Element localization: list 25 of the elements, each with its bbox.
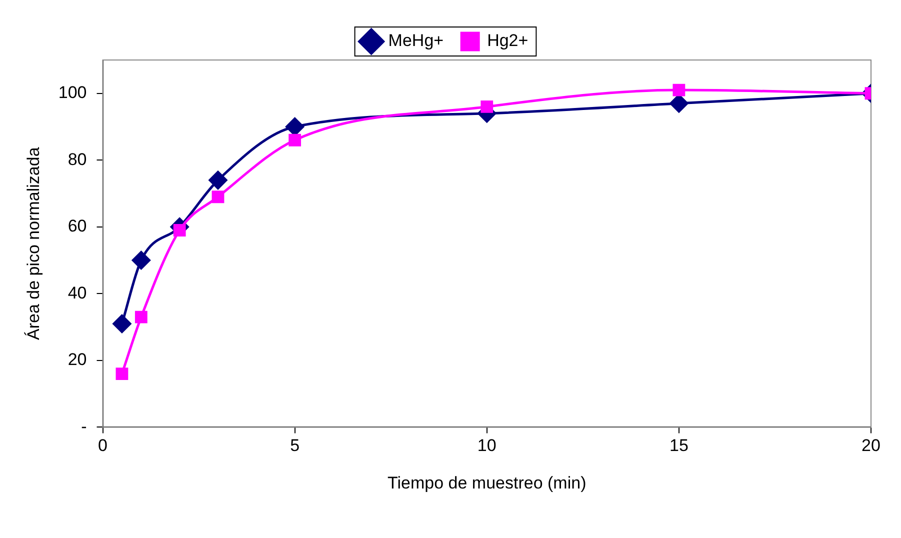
x-tick-label: 0 [98,436,108,456]
point [212,190,224,204]
y-tick-label: 100 [58,83,87,102]
legend-label: Hg2+ [487,31,528,50]
point [132,251,150,270]
y-tick-label: 20 [68,350,87,370]
point [134,310,148,324]
y-tick-label: 80 [68,150,87,169]
point [116,368,128,380]
x-axis-title: Tiempo de muestreo (min) [388,473,586,492]
legend-label: MeHg+ [388,31,444,50]
x-tick-label: 20 [862,436,880,456]
point [112,314,132,333]
point [288,134,302,146]
y-axis-title: Área de pico normalizada [24,146,43,340]
y-tick-label: 60 [68,216,87,236]
x-tick-label: 10 [477,436,496,456]
point [672,84,686,96]
point [670,94,688,113]
point [208,170,228,190]
y-tick-label: 40 [68,283,87,302]
point [480,100,494,113]
x-tick-label: 5 [290,436,300,456]
y-tick-label: - [81,416,87,436]
x-tick-label: 15 [669,436,688,456]
